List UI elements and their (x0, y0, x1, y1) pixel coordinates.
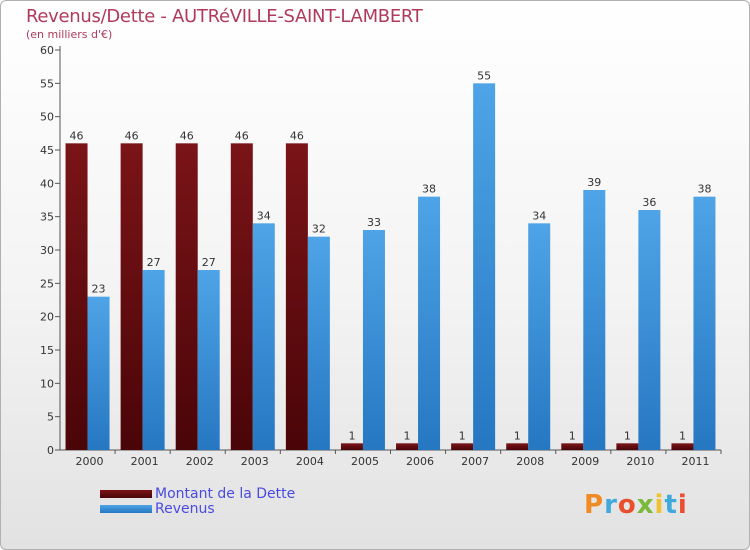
y-tick-label: 25 (40, 277, 54, 290)
value-label-revenus: 36 (642, 196, 656, 209)
value-label-revenus: 38 (697, 183, 711, 196)
bar-dette (561, 443, 584, 450)
value-label-dette: 1 (348, 429, 355, 442)
x-tick-label: 2003 (241, 455, 269, 468)
bar-dette (120, 143, 143, 451)
x-tick-label: 2001 (131, 455, 159, 468)
legend-swatch-dette (100, 490, 152, 498)
value-label-dette: 46 (70, 129, 84, 142)
value-label-revenus: 34 (532, 209, 546, 222)
x-tick-label: 2009 (571, 455, 599, 468)
logo-letter: t (664, 490, 678, 520)
y-tick-label: 20 (40, 311, 54, 324)
logo-letter: i (654, 490, 665, 520)
y-tick-label: 60 (40, 44, 54, 57)
bar-revenus (473, 83, 496, 450)
value-label-revenus: 32 (312, 223, 326, 236)
value-label-revenus: 27 (147, 256, 161, 269)
value-label-dette: 1 (679, 429, 686, 442)
y-tick-label: 55 (40, 77, 54, 90)
bar-dette (396, 443, 419, 450)
value-label-dette: 46 (125, 129, 139, 142)
value-label-dette: 1 (459, 429, 466, 442)
value-label-dette: 46 (180, 129, 194, 142)
y-tick-label: 35 (40, 211, 54, 224)
bar-revenus (638, 210, 661, 450)
bar-dette (451, 443, 474, 450)
x-tick-label: 2011 (681, 455, 709, 468)
value-label-dette: 46 (235, 129, 249, 142)
y-tick-label: 30 (40, 244, 54, 257)
x-tick-label: 2000 (76, 455, 104, 468)
value-label-revenus: 34 (257, 209, 271, 222)
legend-label-dette: Montant de la Dette (155, 486, 296, 502)
value-label-revenus: 38 (422, 183, 436, 196)
y-tick-label: 5 (47, 411, 54, 424)
value-label-dette: 1 (569, 429, 576, 442)
y-tick-label: 45 (40, 144, 54, 157)
bar-dette (340, 443, 363, 450)
value-label-dette: 1 (404, 429, 411, 442)
value-label-revenus: 33 (367, 216, 381, 229)
bar-revenus (528, 223, 551, 450)
bar-revenus (362, 230, 385, 450)
legend-label-revenus: Revenus (155, 501, 215, 517)
bar-revenus (252, 223, 275, 450)
value-label-revenus: 39 (587, 176, 601, 189)
chart-subtitle: (en milliers d'€) (26, 28, 113, 41)
logo-letter: o (617, 490, 637, 520)
proxiti-logo: Proxiti (584, 490, 688, 520)
bar-dette (175, 143, 198, 451)
bar-dette (65, 143, 88, 451)
bar-revenus (307, 236, 330, 450)
x-tick-label: 2006 (406, 455, 434, 468)
y-tick-label: 15 (40, 344, 54, 357)
bar-dette (671, 443, 694, 450)
y-tick-label: 0 (47, 444, 54, 457)
y-tick-label: 40 (40, 177, 54, 190)
value-label-dette: 46 (290, 129, 304, 142)
value-label-revenus: 55 (477, 69, 491, 82)
logo-letter: i (677, 490, 688, 520)
y-tick-label: 10 (40, 377, 54, 390)
bar-revenus (583, 190, 606, 450)
logo-letter: r (604, 490, 618, 520)
bar-revenus (87, 296, 110, 450)
bar-dette (230, 143, 253, 451)
value-label-revenus: 27 (202, 256, 216, 269)
bar-revenus (142, 270, 165, 450)
bar-dette (616, 443, 639, 450)
x-tick-label: 2010 (626, 455, 654, 468)
y-tick-label: 50 (40, 111, 54, 124)
bar-revenus (693, 196, 716, 450)
x-tick-label: 2002 (186, 455, 214, 468)
value-label-revenus: 23 (92, 283, 106, 296)
bar-revenus (197, 270, 220, 450)
bar-revenus (418, 196, 441, 450)
logo-letter: x (636, 490, 655, 520)
bar-dette (506, 443, 529, 450)
logo-letter: P (584, 490, 605, 520)
value-label-dette: 1 (624, 429, 631, 442)
legend-swatch-revenus (100, 505, 152, 513)
x-tick-label: 2005 (351, 455, 379, 468)
x-tick-label: 2008 (516, 455, 544, 468)
x-tick-label: 2004 (296, 455, 324, 468)
bar-dette (285, 143, 308, 451)
chart-title: Revenus/Dette - AUTRéVILLE-SAINT-LAMBERT (26, 6, 423, 27)
value-label-dette: 1 (514, 429, 521, 442)
x-tick-label: 2007 (461, 455, 489, 468)
